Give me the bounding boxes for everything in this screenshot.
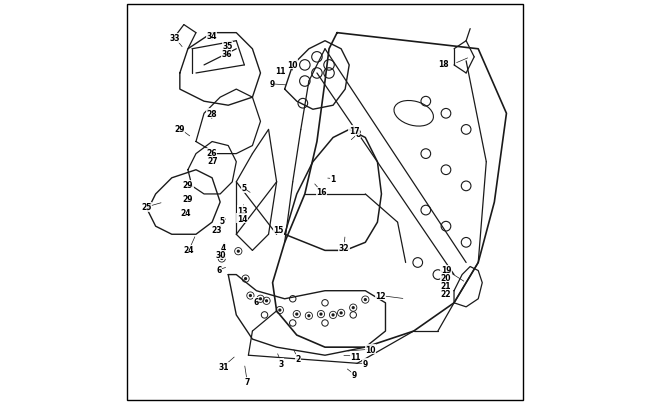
Text: 17: 17 <box>348 126 359 135</box>
Circle shape <box>265 299 268 303</box>
Circle shape <box>319 313 322 316</box>
Text: 4: 4 <box>221 243 226 252</box>
Text: 24: 24 <box>181 208 191 217</box>
Text: 32: 32 <box>339 243 349 252</box>
Text: 7: 7 <box>244 377 250 386</box>
Circle shape <box>307 314 311 318</box>
Text: 34: 34 <box>206 32 216 41</box>
Circle shape <box>364 298 367 301</box>
Text: 5: 5 <box>241 184 246 193</box>
Text: 5: 5 <box>220 216 225 225</box>
Text: 12: 12 <box>376 291 386 300</box>
Text: 29: 29 <box>183 181 193 190</box>
Text: 10: 10 <box>365 345 376 354</box>
Text: 8: 8 <box>356 130 361 139</box>
Text: 11: 11 <box>276 66 286 75</box>
Text: 3: 3 <box>279 359 284 368</box>
Text: 30: 30 <box>216 250 226 259</box>
Circle shape <box>339 311 343 315</box>
Text: 21: 21 <box>441 281 451 291</box>
Text: 27: 27 <box>207 157 218 166</box>
Circle shape <box>278 309 281 312</box>
Text: 24: 24 <box>184 245 194 254</box>
Text: 31: 31 <box>218 362 229 371</box>
Circle shape <box>244 277 247 281</box>
Text: 1: 1 <box>330 175 335 183</box>
Circle shape <box>352 306 355 309</box>
Text: 9: 9 <box>269 80 274 89</box>
Text: 26: 26 <box>206 149 216 158</box>
Text: 11: 11 <box>350 352 361 360</box>
Text: 13: 13 <box>237 206 248 215</box>
Text: 6: 6 <box>216 266 222 275</box>
Text: 18: 18 <box>438 60 448 69</box>
Text: 29: 29 <box>175 125 185 134</box>
Text: 14: 14 <box>237 214 247 223</box>
Text: 9: 9 <box>363 359 368 368</box>
Text: 6: 6 <box>254 298 259 307</box>
Text: 22: 22 <box>441 290 451 299</box>
Text: 35: 35 <box>222 42 233 51</box>
Circle shape <box>237 250 240 253</box>
Text: 29: 29 <box>183 195 193 204</box>
Text: 23: 23 <box>212 225 222 234</box>
Text: 36: 36 <box>222 50 232 59</box>
Text: 10: 10 <box>287 60 297 69</box>
Text: 2: 2 <box>295 354 300 363</box>
Circle shape <box>332 313 335 317</box>
Circle shape <box>295 313 298 316</box>
Text: 19: 19 <box>441 266 451 275</box>
Text: 16: 16 <box>317 188 327 197</box>
Text: 33: 33 <box>170 34 180 43</box>
Text: 20: 20 <box>441 274 451 283</box>
Text: 28: 28 <box>206 109 216 119</box>
Circle shape <box>259 297 262 301</box>
Circle shape <box>249 294 252 297</box>
Text: 15: 15 <box>274 225 284 234</box>
Text: 9: 9 <box>352 370 357 379</box>
Circle shape <box>220 257 224 260</box>
Text: 25: 25 <box>142 203 152 212</box>
